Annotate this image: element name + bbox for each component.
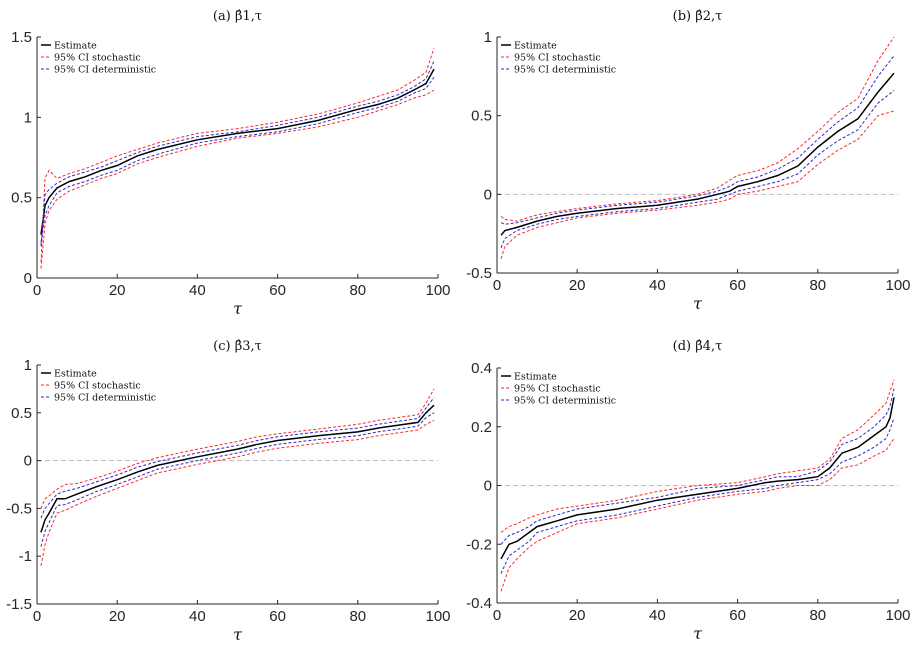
series-estimate	[40, 404, 435, 533]
series-ci-stochastic	[500, 438, 895, 592]
x-axis-label: τ	[693, 294, 703, 313]
series-ci-deterministic	[40, 76, 435, 243]
legend-label: 95% CI stochastic	[54, 53, 141, 64]
series-ci-deterministic	[40, 412, 435, 547]
y-tick-label: 0.5	[11, 405, 32, 422]
series-ci-deterministic	[500, 417, 895, 574]
y-tick-label: 0.2	[471, 419, 492, 436]
y-tick-label: -0.5	[466, 265, 492, 282]
legend-label: 95% CI deterministic	[54, 65, 156, 76]
legend-label: 95% CI deterministic	[514, 65, 616, 76]
y-tick-label: -1	[19, 548, 32, 565]
legend-label: 95% CI deterministic	[514, 396, 616, 407]
legend-label: Estimate	[514, 372, 557, 383]
series-ci-deterministic	[40, 397, 435, 519]
panel-title: (b) β̂2,τ	[673, 9, 723, 24]
x-tick-label: 60	[729, 277, 746, 294]
legend-label: 95% CI stochastic	[54, 381, 141, 392]
x-tick-label: 20	[109, 282, 126, 299]
x-tick-label: 0	[493, 277, 501, 294]
series-ci-stochastic	[500, 379, 895, 533]
panel-title: (a) β̂1,τ	[213, 9, 262, 24]
y-tick-label: 1	[484, 29, 492, 46]
y-tick-label: -0.5	[6, 500, 32, 517]
x-tick-label: 20	[569, 277, 586, 294]
y-tick-label: 0	[484, 478, 492, 495]
x-tick-label: 80	[349, 282, 366, 299]
x-tick-label: 100	[885, 277, 910, 294]
x-tick-label: 100	[425, 282, 450, 299]
y-tick-label: -1.5	[6, 596, 32, 613]
legend-label: Estimate	[54, 41, 97, 52]
x-tick-label: 100	[885, 607, 910, 624]
series-estimate	[40, 68, 435, 235]
x-tick-label: 60	[269, 608, 286, 625]
x-tick-label: 40	[649, 607, 666, 624]
series-estimate	[500, 72, 895, 236]
y-tick-label: 0	[484, 186, 492, 203]
x-tick-label: 60	[269, 282, 286, 299]
x-tick-label: 20	[109, 608, 126, 625]
y-tick-label: 0.5	[471, 108, 492, 125]
series-ci-deterministic	[500, 55, 895, 225]
y-tick-label: 0.5	[11, 190, 32, 207]
series-ci-stochastic	[40, 89, 435, 269]
x-tick-label: 80	[349, 608, 366, 625]
series-ci-deterministic	[40, 60, 435, 246]
x-tick-label: 100	[425, 608, 450, 625]
legend-label: Estimate	[514, 41, 557, 52]
x-tick-label: 40	[649, 277, 666, 294]
series-ci-stochastic	[40, 388, 435, 509]
panel-d: 0 20 40 60 80 100 -0.4 -0.2 0 0.2 0.4 (d) β̂4,τ τ Est…	[466, 339, 910, 643]
y-tick-label: 0	[24, 270, 32, 287]
y-tick-label: -0.2	[466, 536, 492, 553]
x-tick-label: 0	[493, 607, 501, 624]
x-tick-label: 20	[569, 607, 586, 624]
x-axis-label: τ	[233, 625, 243, 644]
x-axis-label: τ	[693, 624, 703, 643]
series-ci-deterministic	[500, 90, 895, 248]
y-tick-label: 1	[24, 357, 32, 374]
x-tick-label: 0	[33, 608, 41, 625]
x-tick-label: 40	[189, 608, 206, 625]
y-tick-label: 0.4	[471, 360, 492, 377]
legend-label: 95% CI stochastic	[514, 384, 601, 395]
panel-b: 0 20 40 60 80 100-0.500.51(b) β̂2,ττEstimate9…	[466, 9, 910, 313]
y-tick-label: 1.5	[11, 29, 32, 46]
series-ci-stochastic	[40, 48, 435, 262]
panel-title: (d) β̂4,τ	[673, 339, 723, 354]
legend-label: 95% CI deterministic	[54, 393, 156, 404]
x-tick-label: 60	[729, 607, 746, 624]
x-tick-label: 80	[809, 277, 826, 294]
panel-c: 0 20 40 60 80 100 -1.5 -1 -0.5 0 0.5 1 (c) β̂3,τ τ Est…	[6, 339, 450, 644]
x-tick-label: 0	[33, 282, 41, 299]
panel-title: (c) β̂3,τ	[213, 339, 262, 354]
legend-label: 95% CI stochastic	[514, 53, 601, 64]
series-ci-stochastic	[40, 419, 435, 566]
x-tick-label: 40	[189, 282, 206, 299]
series-ci-stochastic	[500, 36, 895, 222]
x-axis-label: τ	[233, 299, 243, 318]
series-ci-deterministic	[500, 388, 895, 545]
legend-label: Estimate	[54, 369, 97, 380]
series-estimate	[500, 397, 895, 560]
y-tick-label: -0.4	[466, 595, 492, 612]
y-tick-label: 0	[24, 453, 32, 470]
y-tick-label: 1	[24, 109, 32, 126]
x-tick-label: 80	[809, 607, 826, 624]
